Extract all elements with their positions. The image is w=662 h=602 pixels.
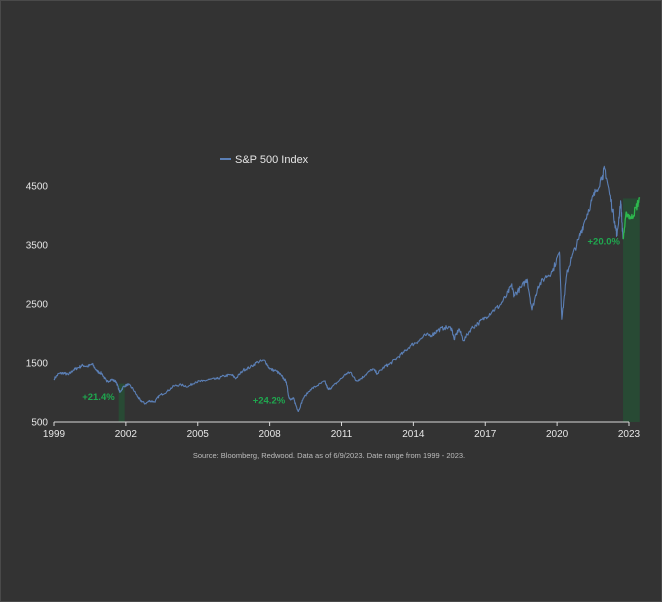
series-line-rally xyxy=(622,197,641,240)
annotation-label: +21.4% xyxy=(82,392,115,403)
x-tick-label: 2017 xyxy=(474,429,497,440)
y-axis-ticks: 500 1500 2500 3500 4500 xyxy=(26,182,49,429)
rally-highlights xyxy=(118,198,640,422)
x-axis-ticks: 1999 2002 2005 2008 2011 2014 2017 2020 2023 xyxy=(43,422,641,440)
legend: S&P 500 Index xyxy=(220,154,309,166)
x-tick-label: 2023 xyxy=(618,429,641,440)
rally-fill xyxy=(118,383,125,422)
x-tick-label: 2005 xyxy=(187,429,210,440)
series-layer xyxy=(53,165,641,412)
x-tick-label: 1999 xyxy=(43,429,66,440)
y-tick-label: 1500 xyxy=(26,359,49,370)
y-tick-label: 2500 xyxy=(26,300,49,311)
rally-fill xyxy=(623,198,640,422)
y-tick-label: 500 xyxy=(31,418,48,429)
x-tick-label: 2002 xyxy=(115,429,138,440)
x-tick-label: 2014 xyxy=(402,429,425,440)
source-note: Source: Bloomberg, Redwood. Data as of 6… xyxy=(193,451,465,460)
x-tick-label: 2011 xyxy=(331,429,353,440)
x-tick-label: 2008 xyxy=(259,429,282,440)
annotation-label: +20.0% xyxy=(588,236,621,247)
y-tick-label: 3500 xyxy=(26,241,49,252)
legend-label: S&P 500 Index xyxy=(235,154,309,166)
series-line-sp500 xyxy=(53,165,624,412)
x-tick-label: 2020 xyxy=(546,429,569,440)
annotation-label: +24.2% xyxy=(253,396,286,407)
y-tick-label: 4500 xyxy=(26,182,49,193)
